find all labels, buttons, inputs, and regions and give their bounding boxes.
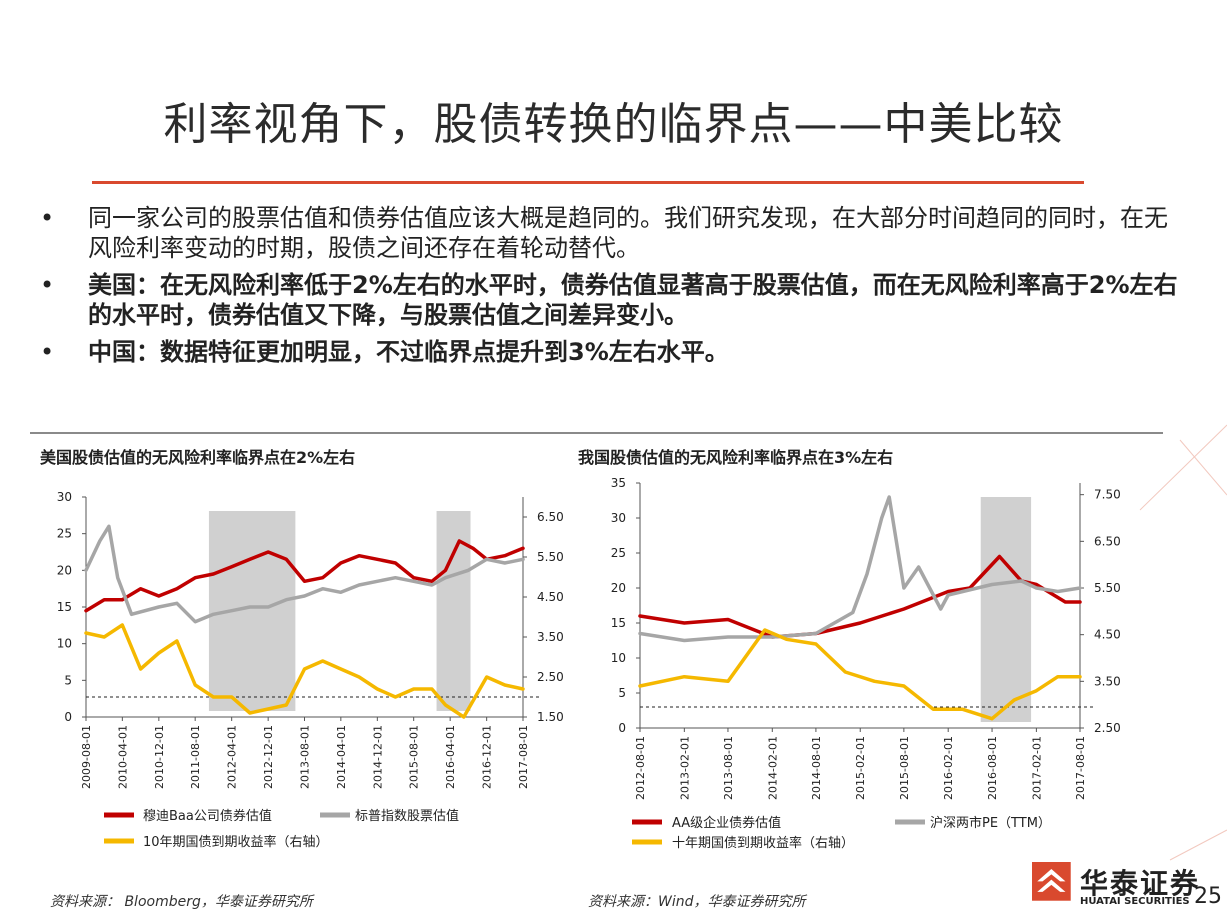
x-tick-label: 2012-12-01 — [262, 725, 275, 789]
x-tick-label: 2012-08-01 — [634, 736, 647, 800]
bullet-marker: • — [40, 271, 55, 299]
y-right-tick-label: 3.50 — [537, 630, 564, 644]
y-left-tick-label: 30 — [611, 511, 626, 525]
series-line — [84, 539, 525, 613]
x-tick-label: 2013-02-01 — [678, 736, 691, 800]
y-left-tick-label: 20 — [57, 563, 72, 577]
y-right-tick-label: 4.50 — [537, 590, 564, 604]
x-tick-label: 2017-08-01 — [517, 725, 530, 789]
y-left-tick-label: 0 — [64, 710, 72, 724]
bullet-text: 同一家公司的股票估值和债券估值应该大概是趋同的。我们研究发现，在大部分时间趋同的… — [88, 204, 1168, 262]
y-left-tick-label: 25 — [57, 527, 72, 541]
x-tick-label: 2016-12-01 — [481, 725, 494, 789]
chart-cn-source: 资料来源：Wind，华泰证券研究所 — [588, 894, 806, 910]
huatai-logo-icon — [1032, 862, 1071, 901]
y-right-tick-label: 7.50 — [1094, 488, 1121, 502]
y-left-tick-label: 30 — [57, 490, 72, 504]
y-right-tick-label: 5.50 — [537, 550, 564, 564]
legend-label: 穆迪Baa公司债券估值 — [143, 808, 272, 824]
y-left-tick-label: 10 — [57, 637, 72, 651]
x-tick-label: 2016-04-01 — [444, 725, 457, 789]
title-divider — [92, 181, 1084, 184]
chart-us-source: 资料来源： Bloomberg，华泰证券研究所 — [50, 894, 313, 910]
logo-subtitle: HUATAI SECURITIES — [1080, 896, 1190, 907]
y-right-tick-label: 4.50 — [1094, 628, 1121, 642]
bullet-list: • 同一家公司的股票估值和债券估值应该大概是趋同的。我们研究发现，在大部分时间趋… — [38, 203, 1188, 374]
x-tick-label: 2014-02-01 — [766, 736, 779, 800]
y-right-tick-label: 2.50 — [537, 670, 564, 684]
x-tick-label: 2017-02-01 — [1030, 736, 1043, 800]
x-tick-label: 2013-08-01 — [299, 725, 312, 789]
legend-label: 十年期国债到期收益率（右轴） — [672, 835, 854, 851]
bullet-prefix: 美国： — [88, 271, 160, 299]
x-tick-label: 2011-08-01 — [189, 725, 202, 789]
chart-us-title: 美国股债估值的无风险利率临界点在2%左右 — [40, 448, 356, 467]
x-tick-label: 2014-04-01 — [335, 725, 348, 789]
x-tick-label: 2017-08-01 — [1074, 736, 1087, 800]
x-tick-label: 2009-08-01 — [80, 725, 93, 789]
y-left-tick-label: 35 — [611, 476, 626, 490]
x-tick-label: 2010-12-01 — [153, 725, 166, 789]
bullet-prefix: 中国： — [88, 338, 160, 366]
y-left-tick-label: 5 — [618, 686, 626, 700]
legend-label: 沪深两市PE（TTM） — [930, 815, 1051, 831]
x-tick-label: 2013-08-01 — [722, 736, 735, 800]
bullet-text: 数据特征更加明显，不过临界点提升到3%左右水平。 — [160, 338, 729, 366]
y-left-tick-label: 25 — [611, 546, 626, 560]
y-left-tick-label: 15 — [57, 600, 72, 614]
x-tick-label: 2016-08-01 — [986, 736, 999, 800]
x-tick-label: 2014-12-01 — [371, 725, 384, 789]
series-line — [638, 554, 1082, 639]
y-right-tick-label: 5.50 — [1094, 581, 1121, 595]
series-line — [84, 524, 525, 624]
x-tick-label: 2015-08-01 — [408, 725, 421, 789]
bullet-text: 在无风险利率低于2%左右的水平时，债券估值显著高于股票估值，而在无风险利率高于2… — [88, 271, 1178, 329]
shaded-period — [980, 497, 1032, 722]
bullet-item: • 中国：数据特征更加明显，不过临界点提升到3%左右水平。 — [38, 337, 1188, 367]
bullet-item: • 美国：在无风险利率低于2%左右的水平时，债券估值显著高于股票估值，而在无风险… — [38, 270, 1188, 330]
bullet-marker: • — [40, 204, 55, 232]
series-line — [84, 623, 525, 719]
bullet-item: • 同一家公司的股票估值和债券估值应该大概是趋同的。我们研究发现，在大部分时间趋… — [38, 203, 1188, 263]
x-tick-label: 2015-08-01 — [898, 736, 911, 800]
slide-title: 利率视角下，股债转换的临界点——中美比较 — [163, 99, 1064, 150]
y-right-tick-label: 6.50 — [1094, 534, 1121, 548]
chart-us-top-rule — [30, 432, 560, 434]
legend-label: 10年期国债到期收益率（右轴） — [143, 834, 329, 850]
y-right-tick-label: 1.50 — [537, 710, 564, 724]
chart-cn-title: 我国股债估值的无风险利率临界点在3%左右 — [578, 448, 894, 467]
page-number: 25 — [1194, 884, 1222, 909]
y-right-tick-label: 2.50 — [1094, 721, 1121, 735]
series-line — [638, 628, 1082, 721]
y-left-tick-label: 10 — [611, 651, 626, 665]
bullet-marker: • — [40, 338, 55, 366]
y-right-tick-label: 6.50 — [537, 510, 564, 524]
y-left-tick-label: 5 — [64, 673, 72, 687]
legend-label: 标普指数股票估值 — [355, 808, 459, 824]
chart-cn-top-rule — [560, 432, 1163, 434]
y-left-tick-label: 0 — [618, 721, 626, 735]
x-tick-label: 2012-04-01 — [226, 725, 239, 789]
y-left-tick-label: 20 — [611, 581, 626, 595]
legend-label: AA级企业债券估值 — [672, 815, 781, 831]
x-tick-label: 2014-08-01 — [810, 736, 823, 800]
shaded-period — [436, 511, 471, 711]
series-line — [638, 495, 1082, 643]
y-right-tick-label: 3.50 — [1094, 674, 1121, 688]
x-tick-label: 2016-02-01 — [942, 736, 955, 800]
x-tick-label: 2015-02-01 — [854, 736, 867, 800]
y-left-tick-label: 15 — [611, 616, 626, 630]
x-tick-label: 2010-04-01 — [116, 725, 129, 789]
logo-name: 华泰证券 — [1080, 867, 1201, 900]
